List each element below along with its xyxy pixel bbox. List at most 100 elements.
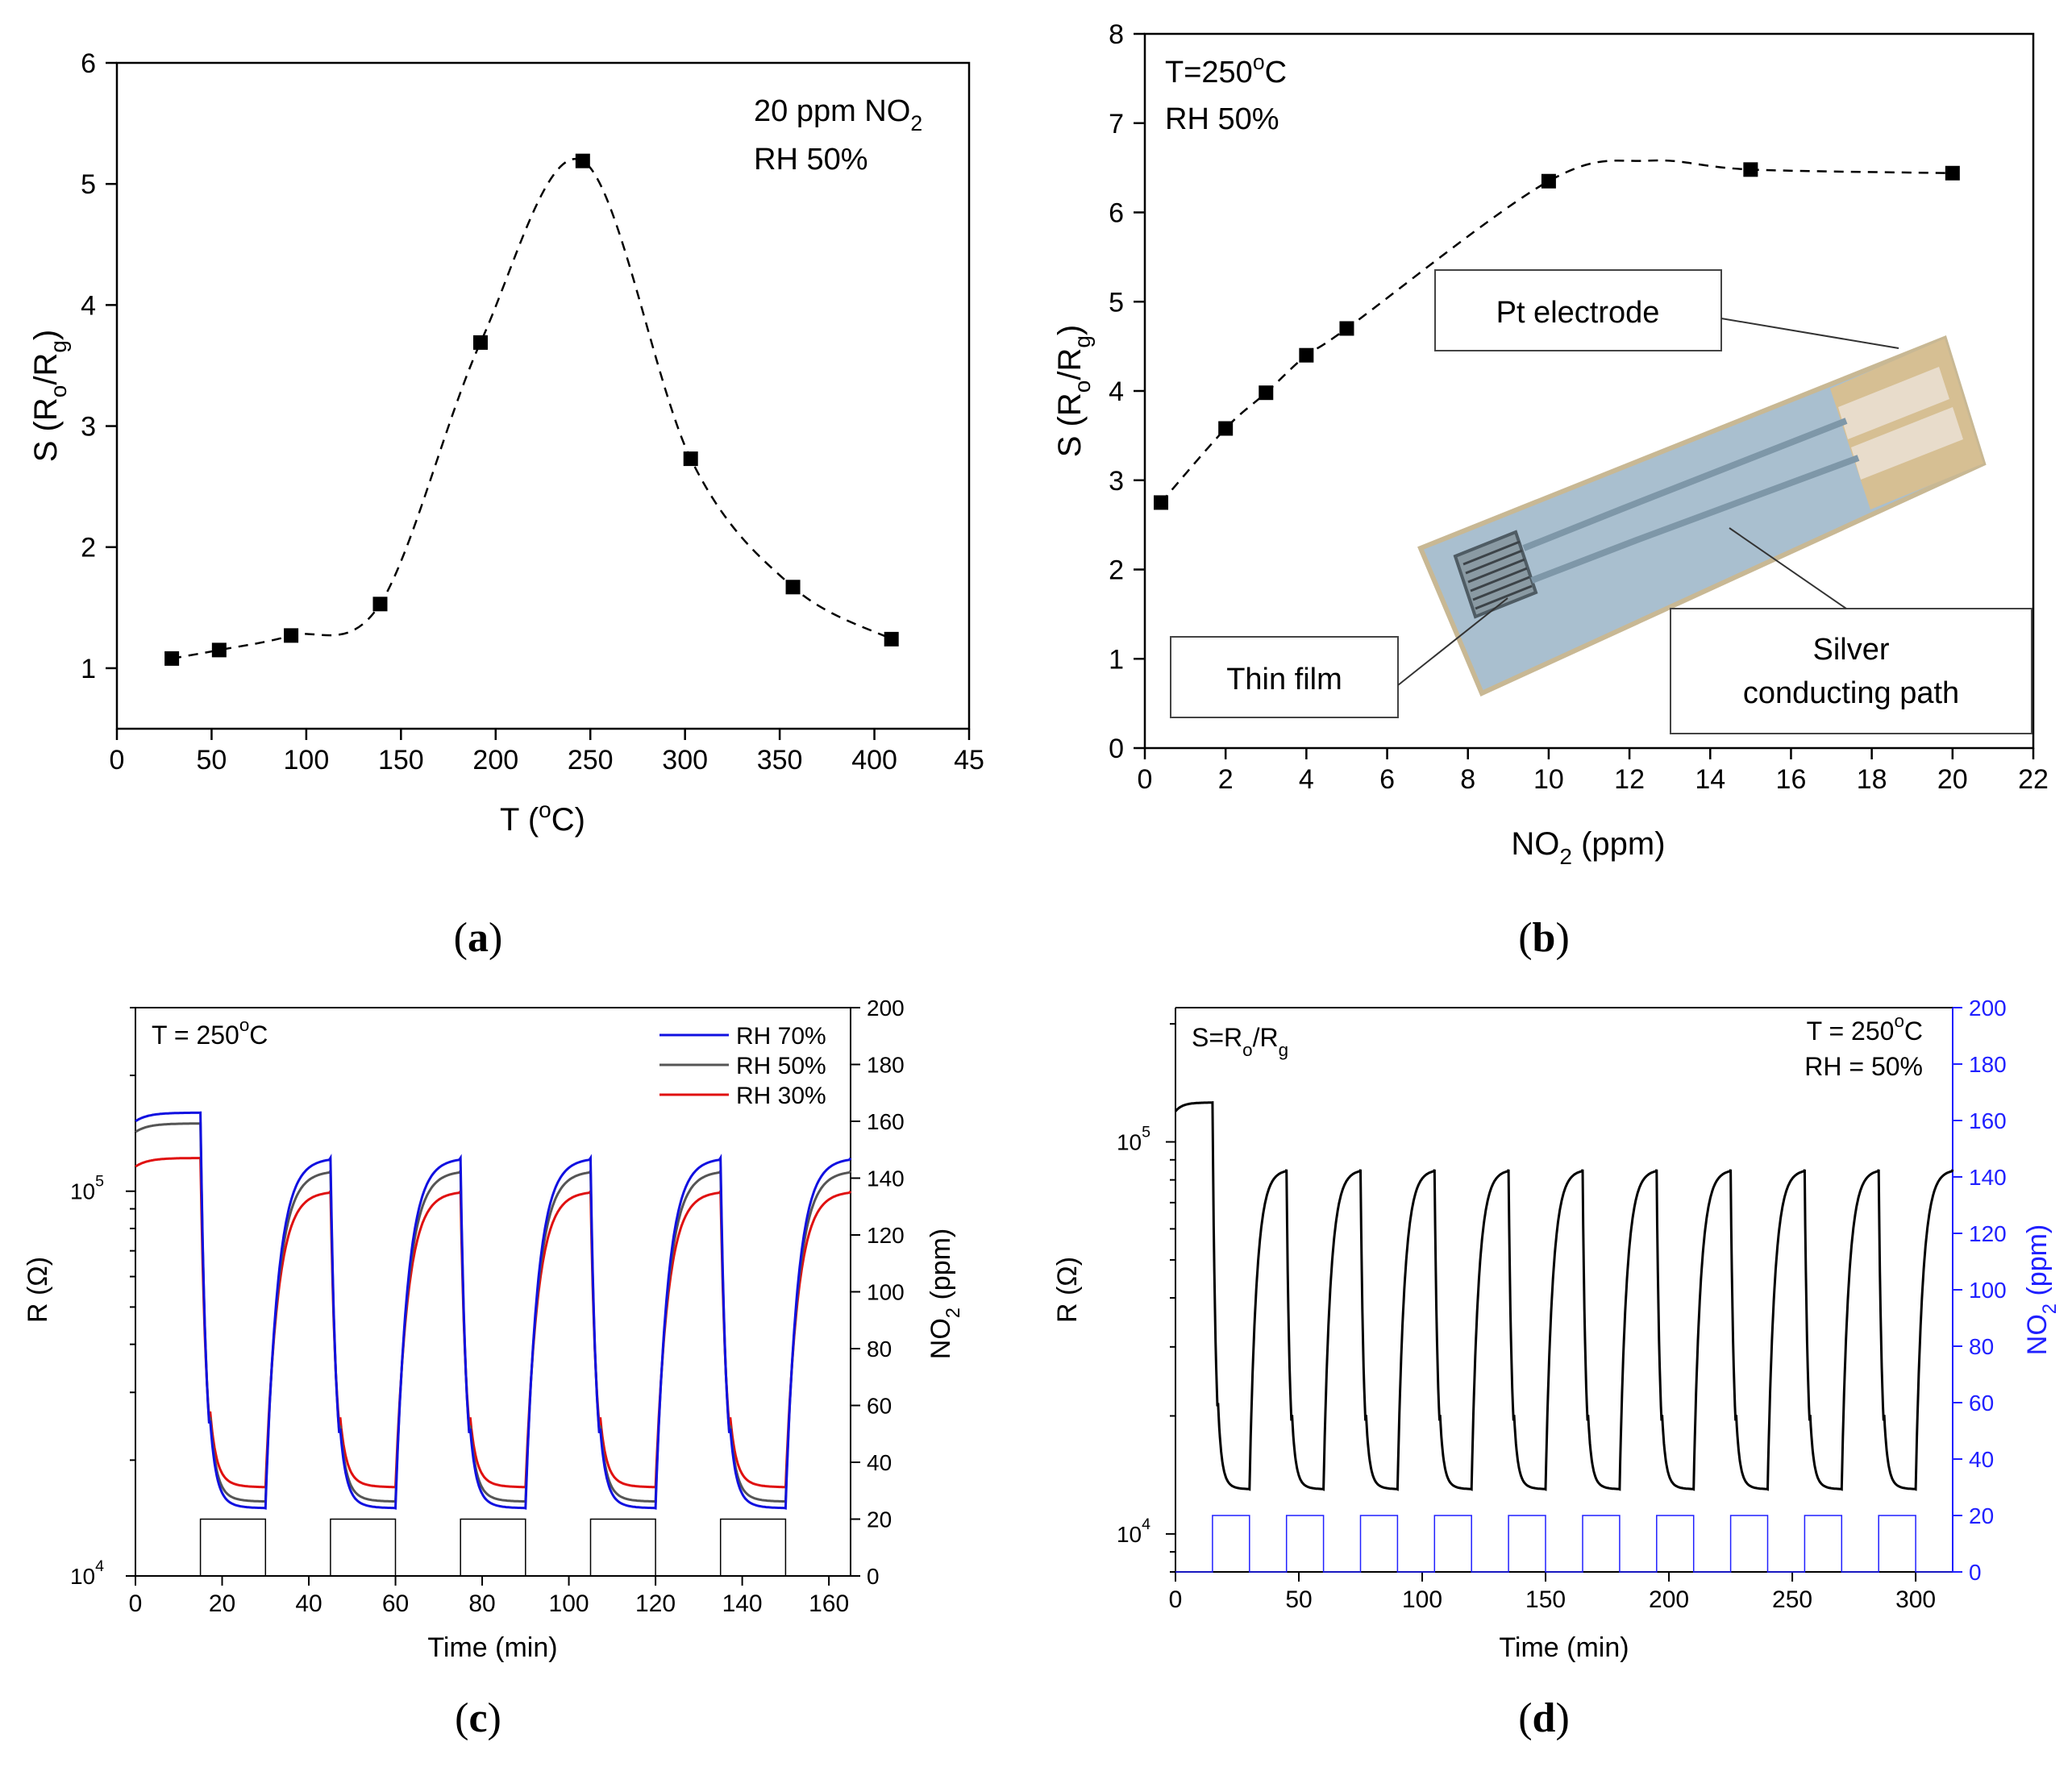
callout-silver: Silver [1812, 633, 1889, 667]
y2-axis-label: NO2 (ppm) [926, 1229, 964, 1359]
y2-tick-label: 60 [867, 1394, 892, 1419]
x-tick-label: 10 [1533, 764, 1564, 795]
annotation-gas: 20 ppm NO2 [754, 94, 922, 135]
x-tick-label: 160 [809, 1590, 849, 1617]
callout-pt-electrode: Pt electrode [1496, 296, 1660, 330]
y2-tick-label: 140 [867, 1166, 905, 1191]
data-point [1541, 173, 1556, 189]
x-axis-label: Time (min) [1499, 1632, 1629, 1663]
y-tick-label: 104 [70, 1557, 104, 1589]
y-tick-label: 5 [1109, 287, 1124, 318]
y2-tick-label: 0 [867, 1564, 880, 1589]
x-tick-label: 16 [1776, 764, 1807, 795]
silver-path-1 [1522, 418, 1848, 551]
panel-c: 0 20 40 60 80 100 120 140 160 104 105 0 20 40 60 80 100 1… [23, 996, 964, 1741]
x-tick-label: 18 [1857, 764, 1887, 795]
y-axis-label: S (Ro/Rg) [1052, 325, 1095, 457]
data-point [284, 628, 299, 643]
y-tick-label: 5 [81, 169, 96, 200]
electrode-finger [1465, 549, 1523, 575]
y-axis-label: R (Ω) [1052, 1257, 1083, 1323]
data-point [1259, 385, 1274, 401]
y2-tick-label: 160 [867, 1109, 905, 1134]
y2-tick-label: 60 [1969, 1391, 1994, 1416]
x-tick-label: 200 [472, 745, 518, 775]
y-tick-label: 4 [81, 290, 96, 321]
electrode-finger [1462, 540, 1521, 566]
y2-tick-label: 80 [867, 1337, 892, 1362]
y2-tick-label: 40 [867, 1450, 892, 1475]
callout-box-film [1170, 636, 1399, 718]
plot-frame [115, 61, 971, 730]
callout-thin-film: Thin film [1226, 663, 1342, 696]
data-point [1945, 165, 1960, 181]
series-line [135, 1156, 852, 1489]
gas-pulse-trace [1175, 1515, 1953, 1573]
y-tick-label: 3 [1109, 466, 1124, 497]
y-tick-label: 6 [81, 48, 96, 79]
data-point [211, 642, 227, 658]
x-tick-label: 150 [1525, 1586, 1566, 1613]
y2-tick-label: 20 [1969, 1503, 1994, 1528]
x-tick-label: 14 [1695, 764, 1725, 795]
electrode-finger [1470, 567, 1528, 592]
y2-tick-label: 200 [1969, 996, 2007, 1021]
y2-tick-label: 0 [1969, 1560, 1982, 1585]
x-tick-label: 12 [1614, 764, 1645, 795]
y2-tick-label: 200 [867, 996, 905, 1021]
y-tick-label: 1 [81, 654, 96, 684]
x-tick-label: 100 [284, 745, 330, 775]
x-tick-label: 100 [1402, 1586, 1442, 1613]
callout-box-pt [1434, 269, 1722, 351]
legend-label: RH 50% [736, 1053, 826, 1079]
x-axis-label: NO2 (ppm) [1511, 826, 1665, 869]
electrode-finger [1472, 576, 1530, 601]
y-tick-label: 0 [1109, 734, 1124, 764]
y2-tick-label: 120 [1969, 1221, 2007, 1246]
data-point [683, 451, 698, 467]
annotation-sensitivity: S=Ro/Rg [1192, 1023, 1288, 1060]
y-axis-label: R (Ω) [23, 1257, 53, 1323]
x-tick-label: 60 [382, 1590, 409, 1617]
x-tick-label: 20 [1937, 764, 1968, 795]
x-tick-label: 140 [722, 1590, 763, 1617]
data-point [1154, 495, 1169, 510]
y-tick-label: 4 [1109, 376, 1124, 407]
caption-c: (c) [455, 1695, 501, 1741]
caption-d: (d) [1518, 1695, 1570, 1741]
legend-label: RH 70% [736, 1023, 826, 1050]
electrode-finger [1467, 558, 1525, 584]
x-tick-label: 4 [1299, 764, 1314, 795]
data-point [785, 580, 801, 595]
x-tick-label: 2 [1218, 764, 1234, 795]
x-axis-label: Time (min) [427, 1632, 557, 1663]
callout-arrow-film [1397, 597, 1508, 686]
data-point [1339, 321, 1354, 336]
x-axis-label: T (oC) [500, 797, 585, 838]
fit-line [1160, 159, 1953, 504]
annotation-temp: T=250oC [1165, 50, 1287, 89]
series-line [135, 1122, 852, 1503]
pt-pad-2 [1851, 407, 1963, 480]
x-tick-label: 300 [662, 745, 708, 775]
callout-conducting-path: conducting path [1743, 676, 1959, 710]
caption-b: (b) [1518, 915, 1570, 961]
y-tick-label: 2 [1109, 555, 1124, 586]
y-tick-label: 2 [81, 533, 96, 563]
pt-pad-1 [1838, 367, 1949, 439]
y-tick-label: 6 [1109, 198, 1124, 229]
y2-tick-label: 100 [1969, 1278, 2007, 1303]
data-point [1743, 162, 1758, 177]
y-tick-label: 7 [1109, 109, 1124, 139]
x-tick-label: 50 [197, 745, 227, 775]
annotation-rh: RH 50% [1165, 102, 1279, 136]
data-point [884, 631, 899, 647]
x-tick-label: 0 [1169, 1586, 1183, 1613]
y-tick-label: 1 [1109, 644, 1124, 675]
x-tick-label: 250 [1772, 1586, 1812, 1613]
y2-tick-label: 180 [867, 1053, 905, 1078]
y-tick-label: 8 [1109, 19, 1124, 50]
callout-arrow-pt [1720, 318, 1899, 349]
